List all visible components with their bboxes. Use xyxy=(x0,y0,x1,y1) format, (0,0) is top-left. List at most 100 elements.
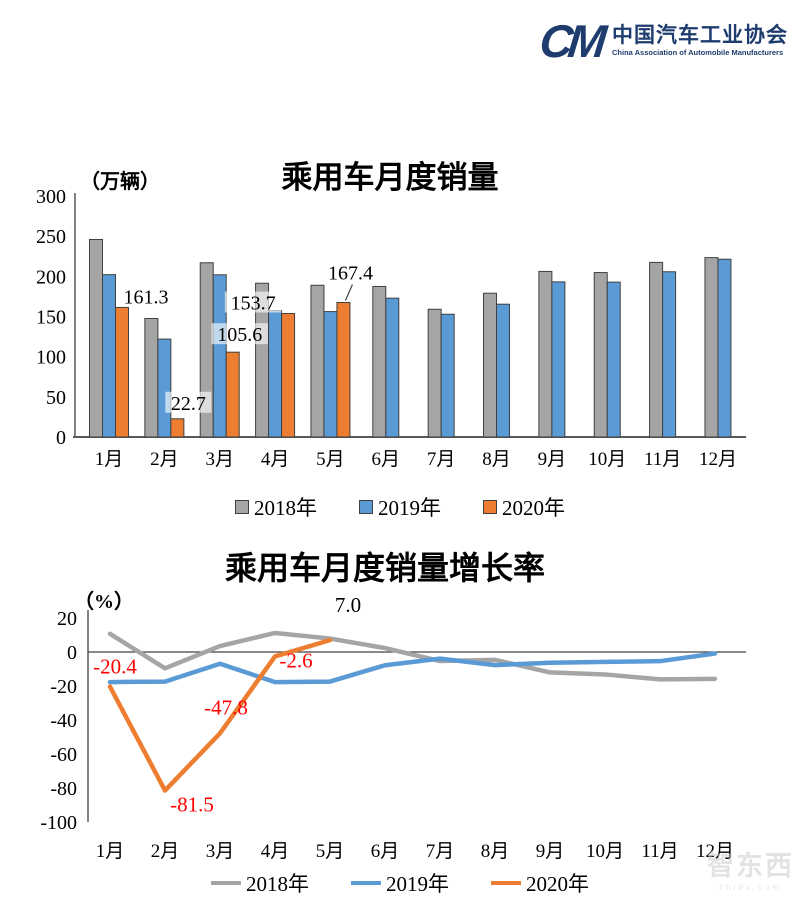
y-tick-label: 200 xyxy=(36,266,66,288)
y-tick-label: 0 xyxy=(56,427,66,449)
point-label: -81.5 xyxy=(170,793,214,817)
x-tick-label: 5月 xyxy=(316,449,345,470)
value-label: 105.6 xyxy=(217,324,262,346)
value-label: 161.3 xyxy=(124,286,169,308)
legend-label: 2018年 xyxy=(246,872,309,896)
legend-label: 2019年 xyxy=(378,496,441,520)
x-tick-label: 5月 xyxy=(316,841,345,862)
bar-2019年-7月 xyxy=(440,313,455,438)
caam-monogram-icon: CM xyxy=(537,15,605,67)
legend-swatch-icon xyxy=(351,881,381,885)
x-tick-label: 4月 xyxy=(261,449,290,470)
bar-2018年-11月 xyxy=(649,261,664,438)
value-label: 167.4 xyxy=(328,263,373,285)
line-chart-unit-label: （%） xyxy=(74,591,134,613)
x-tick-label: 12月 xyxy=(696,841,734,862)
bar-chart-unit-label: （万辆） xyxy=(80,171,160,193)
point-label: -47.8 xyxy=(204,695,248,719)
x-tick-label: 9月 xyxy=(536,841,565,862)
bar-2019年-5月 xyxy=(323,311,338,438)
line-2018年 xyxy=(107,630,718,682)
legend-swatch-icon xyxy=(211,881,241,885)
x-tick-label: 10月 xyxy=(588,449,626,470)
bar-2018年-1月 xyxy=(89,238,103,438)
bar-2019年-6月 xyxy=(385,297,400,438)
x-tick-label: 6月 xyxy=(372,449,401,470)
x-tick-label: 3月 xyxy=(205,449,234,470)
bar-2019年-10月 xyxy=(606,281,621,438)
watermark-subtext: zhidx.com xyxy=(718,883,782,892)
legend-label: 2020年 xyxy=(502,496,565,520)
legend-swatch-icon xyxy=(491,881,521,885)
x-tick-label: 4月 xyxy=(261,841,290,862)
watermark-text: 智东西 xyxy=(707,851,794,881)
bar-2018年-8月 xyxy=(483,292,498,438)
x-tick-label: 2月 xyxy=(151,841,180,862)
x-tick-label: 11月 xyxy=(641,841,678,862)
legend-label: 2018年 xyxy=(254,496,317,520)
x-tick-label: 7月 xyxy=(427,449,456,470)
label-leader-line xyxy=(344,284,353,301)
bar-2020年-5月 xyxy=(336,302,351,438)
org-name-cn: 中国汽车工业协会 xyxy=(612,24,788,48)
bar-chart-title: 乘用车月度销量 xyxy=(281,160,499,195)
sales-bar-chart: 300 250 200 150 100 50 0 1月 2月 3月 4月 5月 6月 7月 8月 9月 10月 1… xyxy=(36,186,746,470)
bar-2018年-9月 xyxy=(538,270,553,438)
value-label: 22.7 xyxy=(171,393,206,415)
x-tick-label: 1月 xyxy=(95,449,124,470)
value-label-bg xyxy=(165,391,212,413)
y-tick-label: 50 xyxy=(46,387,66,409)
legend-label: 2020年 xyxy=(526,872,589,896)
legend-item-2019年: 2019年 xyxy=(351,868,449,898)
x-tick-label: 8月 xyxy=(481,841,510,862)
line-2020年 xyxy=(107,637,333,793)
bar-2020年-1月 xyxy=(115,306,129,438)
bar-2019年-2月 xyxy=(157,338,172,438)
legend-item-2019年: 2019年 xyxy=(359,492,441,522)
caam-logo: CM 中国汽车工业协会 China Association of Automob… xyxy=(537,15,788,67)
bar-2019年-4月 xyxy=(268,309,283,438)
bar-chart-legend: 2018年 2019年 2020年 xyxy=(0,492,800,522)
y-tick-label: 250 xyxy=(36,226,66,248)
bar-2020年-4月 xyxy=(281,313,296,438)
x-tick-label: 12月 xyxy=(699,449,737,470)
x-tick-label: 9月 xyxy=(538,449,567,470)
bar-2019年-1月 xyxy=(102,274,116,438)
legend-item-2018年: 2018年 xyxy=(211,868,309,898)
line-chart-title: 乘用车月度销量增长率 xyxy=(224,550,545,586)
y-tick-label: 20 xyxy=(57,608,77,630)
y-tick-label: -20 xyxy=(50,676,77,698)
y-tick-label: -100 xyxy=(40,812,77,834)
legend-swatch-icon xyxy=(483,500,497,514)
growth-line-chart: 20 0 -20 -40 -60 -80 -100 1月 2月 3月 4月 5月 6月 7月 8月 9月 10月… xyxy=(40,593,746,862)
legend-item-2020年: 2020年 xyxy=(491,868,589,898)
bar-2018年-2月 xyxy=(144,318,159,438)
legend-item-2018年: 2018年 xyxy=(235,492,317,522)
org-name-en: China Association of Automobile Manufact… xyxy=(612,48,784,58)
line-2019年 xyxy=(107,651,718,685)
y-tick-label: 300 xyxy=(36,186,66,208)
watermark: 智东西 zhidx.com xyxy=(707,844,794,892)
legend-swatch-icon xyxy=(235,500,249,514)
x-tick-label: 2月 xyxy=(150,449,179,470)
x-tick-label: 3月 xyxy=(206,841,235,862)
bar-2019年-11月 xyxy=(662,271,677,438)
bar-2018年-12月 xyxy=(704,257,719,438)
x-tick-label: 1月 xyxy=(96,841,125,862)
value-label-bg xyxy=(224,291,282,313)
y-tick-label: 150 xyxy=(36,307,66,329)
value-label-bg xyxy=(211,323,268,345)
x-tick-label: 6月 xyxy=(371,841,400,862)
bar-2018年-5月 xyxy=(310,284,325,438)
bar-2020年-3月 xyxy=(225,351,240,438)
value-label-bg xyxy=(117,285,175,307)
line-chart-legend: 2018年 2019年 2020年 xyxy=(0,868,800,898)
point-label: 7.0 xyxy=(335,593,361,617)
x-tick-label: 8月 xyxy=(482,449,511,470)
legend-swatch-icon xyxy=(359,500,373,514)
value-label-bg xyxy=(322,261,379,283)
x-tick-label: 7月 xyxy=(426,841,455,862)
legend-label: 2019年 xyxy=(386,872,449,896)
y-tick-label: 100 xyxy=(36,347,66,369)
